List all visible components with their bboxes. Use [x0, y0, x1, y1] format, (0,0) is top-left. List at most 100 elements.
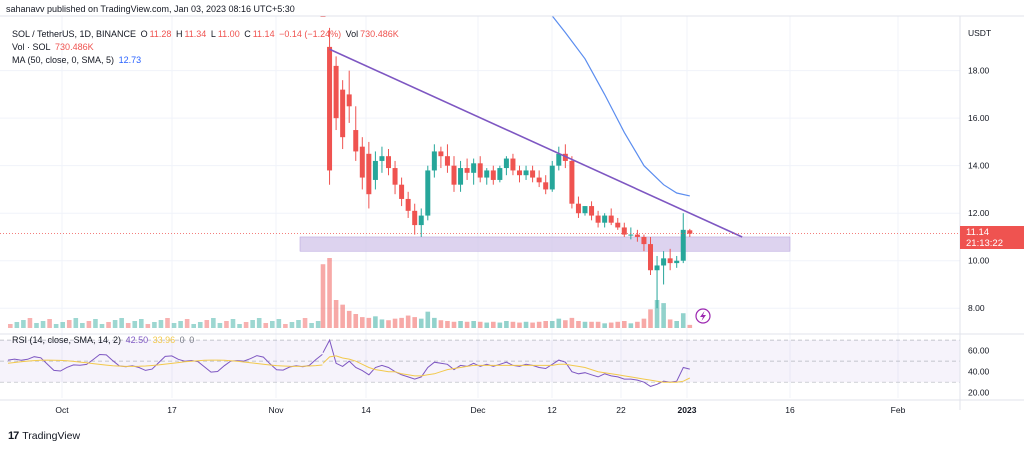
- legend-symbol[interactable]: SOL / TetherUS, 1D, BINANCE: [12, 29, 137, 39]
- volume-bar: [536, 321, 542, 328]
- time-tick-label: Feb: [891, 405, 906, 415]
- volume-bar: [353, 314, 359, 328]
- candle-body: [490, 170, 496, 180]
- candle-body: [497, 168, 503, 180]
- candle-body: [438, 151, 444, 157]
- legend-rsi[interactable]: RSI (14, close, SMA, 14, 2) 42.50 33.96 …: [12, 335, 196, 345]
- legend-h-label: H: [175, 29, 183, 39]
- volume-bar: [569, 317, 575, 328]
- volume-bar: [250, 320, 255, 328]
- volume-bar: [243, 322, 249, 328]
- volume-bar: [289, 322, 295, 328]
- candle-body: [536, 177, 542, 183]
- published-by: sahanavv published on TradingView.com, J…: [6, 4, 295, 14]
- time-tick-label: 14: [361, 405, 371, 415]
- legend-c-label: C: [244, 29, 251, 39]
- volume-bar: [315, 321, 321, 328]
- volume-bar: [373, 316, 378, 328]
- legend-volume[interactable]: Vol · SOL 730.486K: [12, 42, 96, 52]
- volume-bar: [8, 324, 13, 328]
- volume-bar: [256, 318, 262, 328]
- legend-ma[interactable]: MA (50, close, 0, SMA, 5) 12.73: [12, 55, 143, 65]
- price-axis-ticks: 18.00 16.00 14.00 12.00 10.00 8.00: [968, 66, 990, 314]
- time-tick-label: Oct: [55, 405, 69, 415]
- legend-rsi-z1: 0: [179, 335, 185, 345]
- volume-bar: [217, 323, 223, 328]
- candle-body: [372, 160, 378, 180]
- candle-body: [648, 244, 653, 271]
- volume-bar: [132, 321, 138, 328]
- legend-change: −0.14 (−1.24%): [279, 29, 342, 39]
- lightning-icon[interactable]: [695, 308, 711, 324]
- volume-bar: [237, 324, 242, 328]
- candle-body: [628, 234, 634, 236]
- countdown: 21:13:22: [966, 238, 1003, 249]
- volume-bar: [641, 318, 647, 328]
- volume-bar: [224, 321, 229, 328]
- volume-bar: [451, 321, 457, 328]
- legend-vol-value: 730.486K: [360, 29, 399, 39]
- volume-bar: [263, 323, 269, 328]
- volume-bar: [674, 321, 679, 328]
- candle-body: [359, 146, 365, 178]
- legend-ma-label: MA (50, close, 0, SMA, 5): [12, 55, 115, 65]
- candle-body: [582, 206, 588, 214]
- volume-bar: [99, 324, 105, 328]
- volume-bar: [47, 319, 52, 328]
- candle-body: [477, 163, 483, 178]
- volume-bar: [14, 322, 20, 328]
- volume-bar: [556, 318, 562, 328]
- candle-body: [353, 130, 359, 152]
- candles: [320, 16, 693, 309]
- volume-bar: [34, 323, 39, 328]
- price-tick-label: 18.00: [968, 66, 990, 76]
- volume-bar: [270, 321, 275, 328]
- legend-rsi-z2: 0: [189, 335, 195, 345]
- candle-body: [451, 165, 457, 185]
- volume-bar: [309, 323, 314, 328]
- volume-bar: [595, 321, 601, 328]
- volume-bar: [576, 321, 581, 328]
- rsi-tick-label: 40.00: [968, 367, 990, 377]
- volume-bar: [191, 324, 196, 328]
- volume-bar: [464, 321, 470, 328]
- price-axis-currency: USDT: [968, 28, 991, 38]
- candle-body: [641, 236, 647, 245]
- candle-body: [589, 206, 595, 216]
- volume-bar: [491, 321, 496, 328]
- candle-body: [608, 215, 614, 223]
- volume-bar: [523, 321, 529, 328]
- volume-bar: [360, 317, 365, 328]
- candle-body: [405, 198, 411, 211]
- volume-bar: [405, 315, 411, 328]
- candle-body: [680, 229, 686, 261]
- volume-bar: [211, 318, 216, 328]
- volume-bar: [346, 310, 352, 328]
- volume-bar: [471, 321, 476, 328]
- time-tick-label: Dec: [470, 405, 486, 415]
- volume-bar: [687, 324, 693, 328]
- volume-bar: [327, 258, 332, 328]
- volume-bar: [399, 317, 404, 328]
- volume-bar: [197, 322, 203, 328]
- ma-line: [551, 15, 690, 197]
- candle-body: [340, 89, 346, 138]
- volume-bar: [73, 318, 79, 328]
- legend-rsi-ma-value: 33.96: [152, 335, 176, 345]
- volume-bar: [563, 320, 568, 328]
- footer-brand[interactable]: 17 TradingView: [8, 430, 80, 442]
- candle-body: [575, 203, 581, 214]
- volume-bar: [648, 309, 653, 328]
- volume-bar: [438, 320, 444, 328]
- rsi-tick-label: 20.00: [968, 388, 990, 398]
- volume-bar: [158, 320, 164, 328]
- legend-ma-value: 12.73: [118, 55, 142, 65]
- legend-rsi-value: 42.50: [125, 335, 149, 345]
- time-tick-label: 17: [167, 405, 177, 415]
- volume-bar: [366, 317, 372, 328]
- volume-bar: [615, 321, 621, 328]
- volume-bar: [667, 319, 673, 328]
